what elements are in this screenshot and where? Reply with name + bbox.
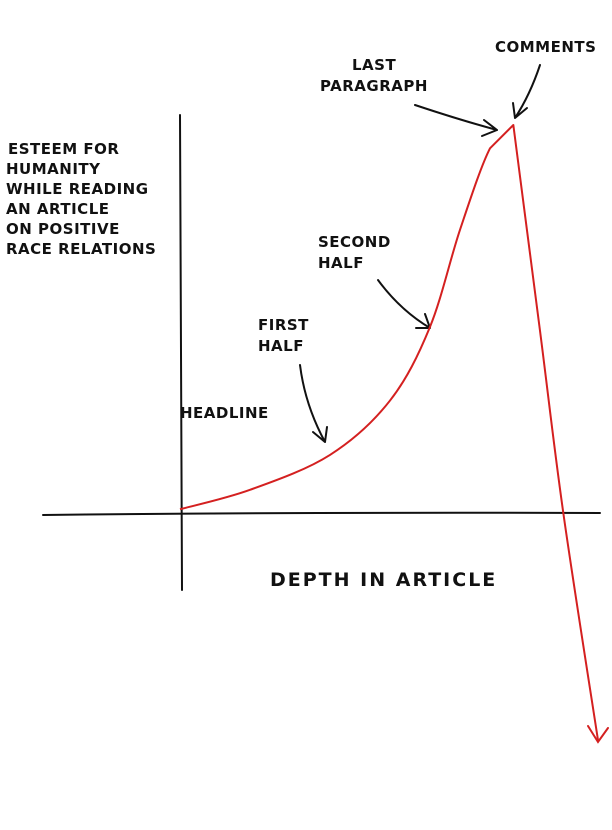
curve-arrowhead — [587, 725, 609, 744]
annotation-line: HEADLINE — [180, 404, 269, 422]
y-axis-label: ESTEEM FOR HUMANITY WHILE READING AN ARTICL… — [6, 140, 156, 258]
y-label-line: RACE RELATIONS — [6, 240, 156, 258]
annotation-line: PARAGRAPH — [320, 77, 428, 95]
line — [179, 124, 599, 741]
y-label-line: HUMANITY — [6, 160, 101, 178]
y-label-line: ON POSITIVE — [6, 220, 120, 238]
annotation: FIRST HALF — [258, 316, 309, 355]
arrow — [377, 279, 431, 329]
y-axis — [179, 114, 183, 591]
annotation-line: COMMENTS — [495, 38, 596, 56]
annotation-line: FIRST — [258, 316, 309, 334]
arrow — [299, 364, 328, 443]
arrow — [414, 104, 498, 137]
y-label-line: ESTEEM FOR — [8, 140, 119, 158]
y-label-line: WHILE READING — [6, 180, 149, 198]
y-label-line: AN ARTICLE — [6, 200, 110, 218]
x-axis — [42, 511, 601, 516]
annotation: LAST PARAGRAPH — [320, 56, 428, 95]
arrow — [512, 64, 541, 119]
annotation: HEADLINE — [180, 404, 269, 422]
annotation-line: SECOND — [318, 233, 391, 251]
annotation-line: HALF — [318, 254, 364, 272]
annotation-line: LAST — [352, 56, 396, 74]
annotation: SECOND HALF — [318, 233, 391, 272]
x-axis-label: DEPTH IN ARTICLE — [270, 569, 497, 591]
annotation: COMMENTS — [495, 38, 596, 56]
annotation-line: HALF — [258, 337, 304, 355]
